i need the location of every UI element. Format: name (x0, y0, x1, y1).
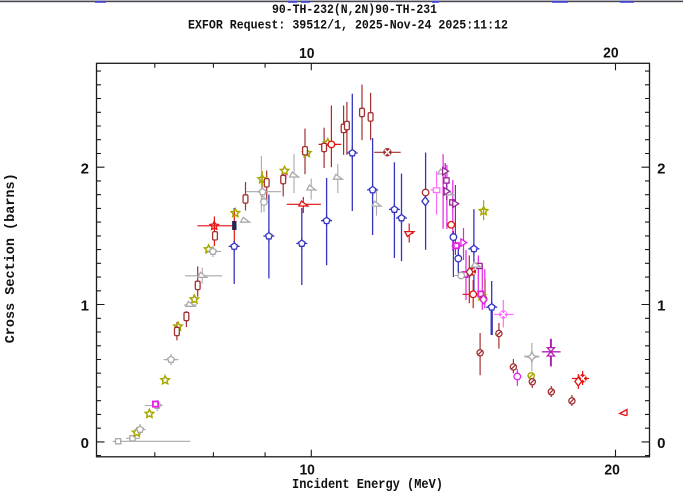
svg-text:EXFOR Request: 39512/1, 2025-N: EXFOR Request: 39512/1, 2025-Nov-24 2025… (188, 17, 508, 32)
svg-text:90-TH-232(N,2N)90-TH-231: 90-TH-232(N,2N)90-TH-231 (272, 2, 437, 17)
svg-text:0: 0 (81, 435, 89, 452)
svg-text:Cross Section (barns): Cross Section (barns) (3, 173, 19, 343)
svg-text:2: 2 (81, 160, 89, 177)
svg-text:Incident Energy (MeV): Incident Energy (MeV) (292, 478, 443, 493)
svg-text:20: 20 (603, 44, 619, 61)
svg-text:20: 20 (604, 462, 620, 479)
svg-text:10: 10 (299, 462, 315, 479)
svg-text:0: 0 (657, 435, 665, 452)
svg-text:1: 1 (81, 298, 89, 315)
svg-text:10: 10 (299, 45, 315, 62)
svg-text:2: 2 (657, 160, 665, 177)
svg-text:1: 1 (657, 298, 665, 315)
